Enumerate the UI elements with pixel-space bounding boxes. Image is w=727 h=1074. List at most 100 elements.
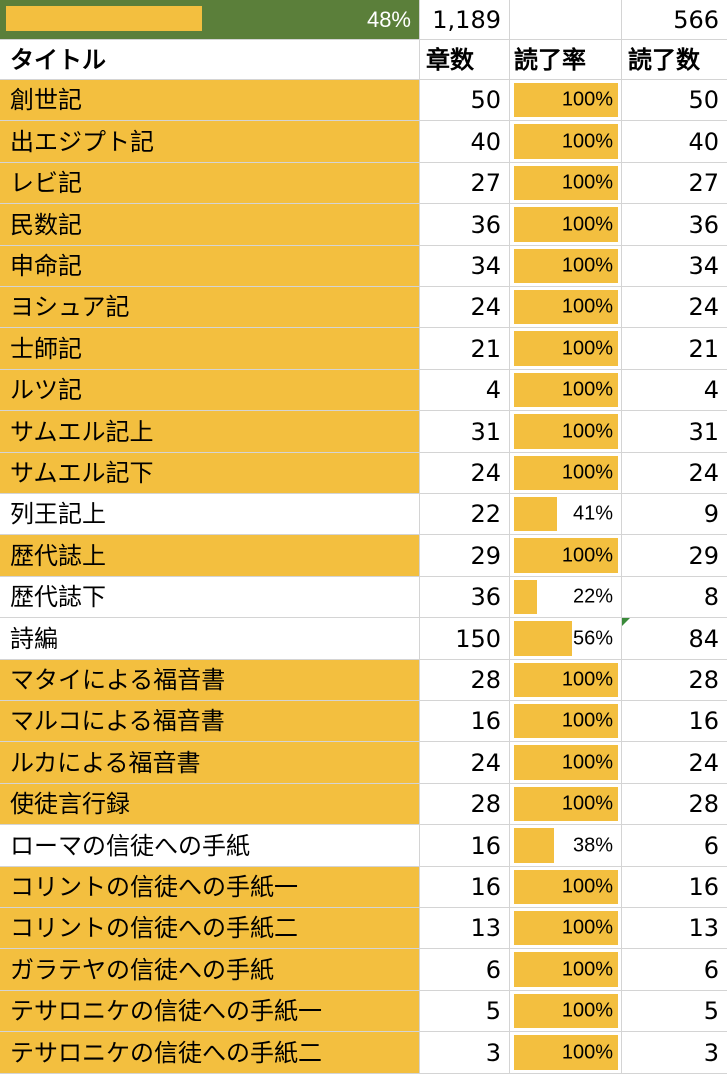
read-count-cell[interactable]: 24 [622, 453, 727, 494]
book-title-cell[interactable]: ルカによる福音書 [0, 742, 420, 784]
chapters-cell[interactable]: 5 [420, 991, 510, 1032]
chapters-cell[interactable]: 40 [420, 121, 510, 163]
chapters-cell[interactable]: 28 [420, 784, 510, 825]
header-chapters-cell[interactable]: 章数 [420, 40, 510, 80]
book-title-cell[interactable]: ルツ記 [0, 370, 420, 411]
chapters-cell[interactable]: 31 [420, 411, 510, 453]
book-title-cell[interactable]: 詩編 [0, 618, 420, 660]
book-title-cell[interactable]: レビ記 [0, 163, 420, 204]
chapters-cell[interactable]: 13 [420, 908, 510, 949]
read-rate-cell[interactable]: 22% [510, 577, 622, 618]
read-rate-cell[interactable]: 100% [510, 1032, 622, 1074]
read-rate-cell[interactable]: 100% [510, 163, 622, 204]
chapters-cell[interactable]: 6 [420, 949, 510, 991]
read-count-cell[interactable]: 24 [622, 287, 727, 328]
read-count-cell[interactable]: 6 [622, 949, 727, 991]
chapters-cell[interactable]: 29 [420, 535, 510, 577]
read-count-cell[interactable]: 21 [622, 328, 727, 370]
read-count-cell[interactable]: 31 [622, 411, 727, 453]
chapters-cell[interactable]: 22 [420, 494, 510, 535]
book-title-cell[interactable]: テサロニケの信徒への手紙一 [0, 991, 420, 1032]
read-rate-cell[interactable]: 100% [510, 660, 622, 701]
read-rate-cell[interactable]: 100% [510, 701, 622, 742]
book-title-cell[interactable]: 列王記上 [0, 494, 420, 535]
book-title-cell[interactable]: サムエル記上 [0, 411, 420, 453]
read-rate-cell[interactable]: 100% [510, 328, 622, 370]
read-rate-cell[interactable]: 100% [510, 908, 622, 949]
read-count-cell[interactable]: 6 [622, 825, 727, 867]
read-count-cell[interactable]: 16 [622, 701, 727, 742]
book-title-cell[interactable]: 士師記 [0, 328, 420, 370]
read-count-cell[interactable]: 28 [622, 784, 727, 825]
chapters-cell[interactable]: 21 [420, 328, 510, 370]
chapters-cell[interactable]: 16 [420, 867, 510, 908]
read-count-cell[interactable]: 9 [622, 494, 727, 535]
chapters-cell[interactable]: 34 [420, 246, 510, 287]
read-count-cell[interactable]: 4 [622, 370, 727, 411]
chapters-cell[interactable]: 16 [420, 825, 510, 867]
read-rate-cell[interactable]: 100% [510, 121, 622, 163]
book-title-cell[interactable]: マタイによる福音書 [0, 660, 420, 701]
read-count-cell[interactable]: 29 [622, 535, 727, 577]
chapters-cell[interactable]: 24 [420, 287, 510, 328]
book-title-cell[interactable]: テサロニケの信徒への手紙二 [0, 1032, 420, 1074]
chapters-cell[interactable]: 36 [420, 577, 510, 618]
book-title-cell[interactable]: ヨシュア記 [0, 287, 420, 328]
chapters-cell[interactable]: 24 [420, 453, 510, 494]
read-count-cell[interactable]: 27 [622, 163, 727, 204]
chapters-cell[interactable]: 150 [420, 618, 510, 660]
read-rate-cell[interactable]: 100% [510, 867, 622, 908]
read-count-cell[interactable]: 40 [622, 121, 727, 163]
read-count-cell[interactable]: 28 [622, 660, 727, 701]
read-count-cell[interactable]: 36 [622, 204, 727, 246]
read-rate-cell[interactable]: 100% [510, 370, 622, 411]
read-rate-cell[interactable]: 41% [510, 494, 622, 535]
chapters-cell[interactable]: 3 [420, 1032, 510, 1074]
read-count-cell[interactable]: 16 [622, 867, 727, 908]
read-rate-cell[interactable]: 100% [510, 287, 622, 328]
book-title-cell[interactable]: 使徒言行録 [0, 784, 420, 825]
read-rate-cell[interactable]: 100% [510, 991, 622, 1032]
book-title-cell[interactable]: サムエル記下 [0, 453, 420, 494]
read-rate-cell[interactable]: 100% [510, 784, 622, 825]
book-title-cell[interactable]: 出エジプト記 [0, 121, 420, 163]
book-title-cell[interactable]: ローマの信徒への手紙 [0, 825, 420, 867]
book-title-cell[interactable]: 創世記 [0, 80, 420, 121]
read-rate-cell[interactable]: 38% [510, 825, 622, 867]
chapters-cell[interactable]: 28 [420, 660, 510, 701]
read-rate-cell[interactable]: 100% [510, 949, 622, 991]
read-rate-cell[interactable]: 100% [510, 742, 622, 784]
chapters-cell[interactable]: 36 [420, 204, 510, 246]
header-read-count-cell[interactable]: 読了数 [622, 40, 727, 80]
book-title-cell[interactable]: ガラテヤの信徒への手紙 [0, 949, 420, 991]
total-read-cell[interactable]: 566 [622, 0, 727, 40]
book-title-cell[interactable]: コリントの信徒への手紙一 [0, 867, 420, 908]
book-title-cell[interactable]: 歴代誌上 [0, 535, 420, 577]
header-title-cell[interactable]: タイトル [0, 40, 420, 80]
read-rate-cell[interactable]: 100% [510, 411, 622, 453]
read-rate-cell[interactable]: 100% [510, 80, 622, 121]
book-title-cell[interactable]: マルコによる福音書 [0, 701, 420, 742]
chapters-cell[interactable]: 4 [420, 370, 510, 411]
read-count-cell[interactable]: 13 [622, 908, 727, 949]
chapters-cell[interactable]: 16 [420, 701, 510, 742]
read-rate-cell[interactable]: 100% [510, 535, 622, 577]
read-rate-cell[interactable]: 100% [510, 246, 622, 287]
chapters-cell[interactable]: 27 [420, 163, 510, 204]
book-title-cell[interactable]: 申命記 [0, 246, 420, 287]
chapters-cell[interactable]: 50 [420, 80, 510, 121]
chapters-cell[interactable]: 24 [420, 742, 510, 784]
read-rate-cell[interactable]: 100% [510, 204, 622, 246]
read-count-cell[interactable]: 5 [622, 991, 727, 1032]
read-count-cell[interactable]: 84 [622, 618, 727, 660]
book-title-cell[interactable]: 民数記 [0, 204, 420, 246]
read-count-cell[interactable]: 3 [622, 1032, 727, 1074]
read-count-cell[interactable]: 8 [622, 577, 727, 618]
empty-cell[interactable] [510, 0, 622, 40]
overall-progress-cell[interactable]: 48% [0, 0, 420, 40]
read-count-cell[interactable]: 24 [622, 742, 727, 784]
read-count-cell[interactable]: 50 [622, 80, 727, 121]
read-rate-cell[interactable]: 100% [510, 453, 622, 494]
total-chapters-cell[interactable]: 1,189 [420, 0, 510, 40]
book-title-cell[interactable]: コリントの信徒への手紙二 [0, 908, 420, 949]
